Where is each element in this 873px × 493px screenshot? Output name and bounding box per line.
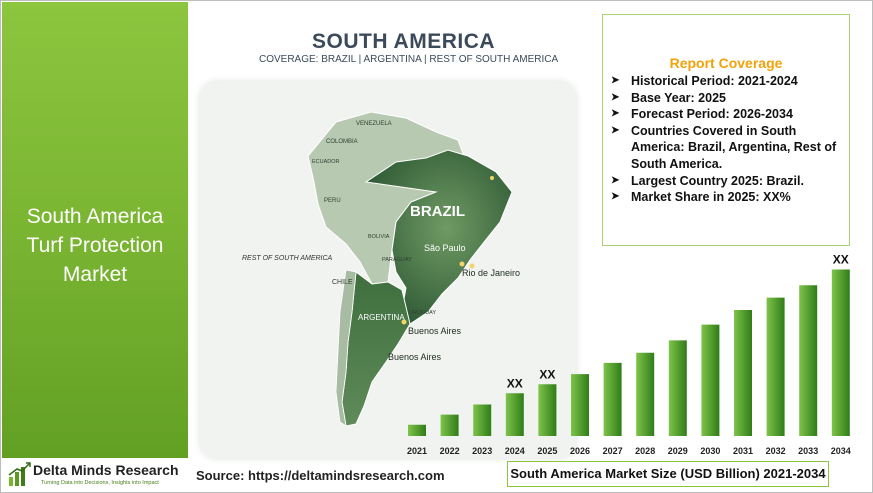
map-subtitle: COVERAGE: BRAZIL | ARGENTINA | REST OF S… <box>259 54 559 65</box>
rio-marker <box>469 263 475 269</box>
source-link[interactable]: Source: https://deltamindsresearch.com <box>196 468 445 483</box>
chart-title: South America Market Size (USD Billion) … <box>510 466 826 481</box>
brazil-shape <box>364 149 513 325</box>
label-sao-paulo: São Paulo <box>424 243 466 253</box>
label-peru: PERU <box>324 198 341 204</box>
x-tick-label: 2027 <box>603 446 623 456</box>
coverage-item: ➤ Base Year: 2025 <box>609 90 845 107</box>
report-coverage-box: Report Coverage ➤ Historical Period: 2021… <box>602 14 850 246</box>
arrow-bullet-icon: ➤ <box>611 75 620 86</box>
coverage-item-text: Largest Country 2025: Brazil. <box>631 173 804 188</box>
label-bolivia: BOLIVIA <box>368 234 390 240</box>
coverage-item-text: Historical Period: 2021-2024 <box>631 74 798 88</box>
arrow-bullet-icon: ➤ <box>611 124 620 136</box>
chart-bar-2030 <box>701 324 720 436</box>
market-size-chart: 2021 2022 2023 2024 XX 2025 XX 2026 2027 2028 2029… <box>407 253 851 457</box>
label-paraguay: PARAGUAY <box>382 257 412 263</box>
x-tick-label: 2022 <box>440 446 460 456</box>
x-tick-label: 2026 <box>570 446 590 456</box>
x-tick-label: 2033 <box>798 446 818 456</box>
x-tick-label: 2024 <box>505 446 525 456</box>
sao-paulo-marker <box>459 261 465 267</box>
report-coverage-title: Report Coverage <box>669 55 783 71</box>
chart-bar-2024 <box>505 393 524 436</box>
label-buenos-aires-2: Buenos Aires <box>388 352 442 362</box>
chart-bar-2034 <box>831 269 850 436</box>
map-title: SOUTH AMERICA <box>312 30 496 53</box>
arrow-bullet-icon: ➤ <box>611 91 620 103</box>
label-buenos-aires-1: Buenos Aires <box>408 326 462 336</box>
coverage-item: ➤ Forecast Period: 2026-2034 <box>609 106 845 123</box>
report-title-line-1: South America <box>26 205 164 228</box>
label-colombia: COLOMBIA <box>326 139 358 145</box>
data-label: XX <box>507 376 523 390</box>
chart-bar-2025 <box>538 384 557 436</box>
label-rest-of-south-america: REST OF SOUTH AMERICA <box>242 255 333 262</box>
chart-bar-2023 <box>473 404 492 436</box>
chart-bar-2022 <box>440 414 459 436</box>
coverage-item-text: Forecast Period: 2026-2034 <box>631 107 793 122</box>
chart-bar-2031 <box>734 310 752 436</box>
label-venezuela: VENEZUELA <box>356 121 392 127</box>
label-ecuador: ECUADOR <box>312 159 340 165</box>
report-title-line-2: Turf Protection <box>26 234 164 257</box>
arrow-bullet-icon: ➤ <box>611 191 620 203</box>
report-title: South America Turf Protection Market <box>2 202 188 289</box>
data-label: XX <box>539 367 555 381</box>
label-rio-de-janeiro: Rio de Janeiro <box>462 268 520 278</box>
label-argentina: ARGENTINA <box>358 313 405 322</box>
chart-bar-2021 <box>408 424 426 436</box>
coverage-item: ➤ Market Share in 2025: XX% <box>609 189 845 206</box>
map-illustration: VENEZUELA COLOMBIA ECUADOR PERU BRAZIL B… <box>242 111 520 427</box>
x-tick-label: 2025 <box>537 446 557 456</box>
label-brazil: BRAZIL <box>410 203 465 220</box>
chile-shape <box>335 269 357 427</box>
chart-bar-2033 <box>799 285 818 436</box>
left-title-panel: South America Turf Protection Market <box>2 2 188 458</box>
x-tick-label: 2031 <box>733 446 753 456</box>
chart-bar-2028 <box>636 352 655 436</box>
company-logo: Delta Minds Research Turning Data into D… <box>2 458 188 491</box>
x-tick-label: 2030 <box>700 446 720 456</box>
city-marker <box>490 176 494 180</box>
x-tick-label: 2032 <box>766 446 786 456</box>
report-coverage-list: ➤ Historical Period: 2021-2024 ➤ Base Year… <box>609 73 845 206</box>
company-name: Delta Minds Research <box>33 462 179 478</box>
chart-title-box: South America Market Size (USD Billion) … <box>507 461 829 487</box>
report-title-line-3: Market <box>62 263 128 286</box>
coverage-item-text: Countries Covered in South America: Braz… <box>631 123 837 171</box>
coverage-item-text: Base Year: 2025 <box>631 90 726 105</box>
company-tagline: Turning Data into Decisions, Insights in… <box>41 480 159 486</box>
x-tick-label: 2028 <box>635 446 655 456</box>
x-tick-label: 2029 <box>668 446 688 456</box>
chart-bar-2026 <box>571 374 589 436</box>
coverage-item: ➤ Largest Country 2025: Brazil. <box>609 173 845 190</box>
x-tick-label: 2023 <box>472 446 492 456</box>
label-uruguay: URUGUAY <box>409 310 436 316</box>
chart-bar-2027 <box>603 362 622 436</box>
coverage-item: ➤ Countries Covered in South America: Bra… <box>609 123 845 173</box>
x-tick-label: 2034 <box>831 446 851 456</box>
chart-bar-2029 <box>668 340 687 436</box>
chart-bar-2032 <box>766 297 785 436</box>
bar-chart-logo-icon <box>8 462 31 486</box>
coverage-item: ➤ Historical Period: 2021-2024 <box>609 73 845 90</box>
buenos-aires-marker <box>401 319 407 325</box>
arrow-bullet-icon: ➤ <box>611 108 620 120</box>
arrow-bullet-icon: ➤ <box>611 174 620 186</box>
label-chile: CHILE <box>332 279 353 286</box>
x-tick-label: 2021 <box>407 446 427 456</box>
coverage-item-text: Market Share in 2025: XX% <box>631 190 791 205</box>
data-label: XX <box>833 253 849 267</box>
